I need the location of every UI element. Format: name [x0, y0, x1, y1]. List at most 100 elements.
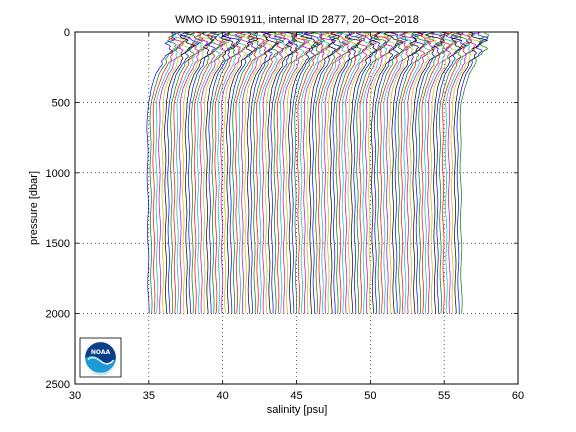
salinity-profile-line [377, 32, 407, 314]
salinity-profile-line [409, 32, 441, 314]
x-tick-label: 35 [143, 390, 155, 402]
salinity-profile-line [418, 32, 450, 314]
salinity-profile-line [285, 32, 316, 314]
salinity-profile-line [199, 32, 232, 314]
y-tick-label: 1500 [46, 238, 70, 250]
salinity-profile-line [161, 32, 193, 314]
salinity-profile-line [246, 32, 279, 314]
salinity-profile-line [365, 32, 397, 314]
salinity-profile-line [258, 32, 289, 314]
x-tick-label: 50 [364, 390, 376, 402]
y-tick-label: 2500 [46, 379, 70, 391]
salinity-profile-line [444, 32, 476, 314]
axis-ticks: 30 35 40 45 50 55 60 0 500 1000 1500 2000 2500 [46, 27, 525, 402]
salinity-profile-line [329, 32, 361, 314]
salinity-profile-line [255, 32, 285, 314]
salinity-profile-line [394, 32, 428, 314]
salinity-profile-line [459, 32, 490, 314]
x-tick-label: 40 [217, 390, 229, 402]
salinity-profile-line [205, 32, 236, 314]
salinity-profile-line [344, 32, 377, 314]
salinity-profile-line [196, 32, 230, 314]
salinity-profile-line [146, 32, 177, 314]
salinity-profile-line [241, 32, 273, 314]
salinity-profile-line [453, 32, 489, 314]
salinity-profile-line [173, 32, 204, 314]
salinity-profile-line [291, 32, 323, 314]
salinity-profile-line [338, 32, 370, 314]
salinity-profile-line [190, 32, 223, 314]
salinity-profile-line [170, 32, 203, 314]
salinity-profile-line [167, 32, 200, 314]
salinity-profile-line [249, 32, 283, 314]
salinity-profile-line [441, 32, 473, 314]
salinity-profile-line [341, 32, 374, 314]
salinity-profile-line [397, 32, 430, 314]
salinity-profile-line [350, 32, 381, 314]
salinity-profile-line [353, 32, 383, 314]
salinity-profile-line [308, 32, 340, 314]
salinity-profile-line [326, 32, 357, 314]
salinity-profile-line [267, 32, 298, 314]
salinity-profile-line [412, 32, 443, 314]
salinity-profile-line [184, 32, 217, 314]
salinity-profile-line [373, 32, 409, 314]
salinity-profile-line [403, 32, 435, 314]
salinity-profile-line [211, 32, 243, 314]
salinity-profile-line [279, 32, 314, 314]
salinity-profile-line [439, 32, 470, 314]
profile-series [146, 32, 490, 314]
salinity-profile-line [217, 32, 250, 314]
salinity-profile-line [288, 32, 321, 314]
salinity-profile-line [226, 32, 260, 314]
salinity-profile-line [320, 32, 354, 314]
salinity-profile-line [429, 32, 462, 314]
salinity-profile-line [359, 32, 391, 314]
salinity-profile-line [270, 32, 304, 314]
salinity-profile-line [370, 32, 404, 314]
salinity-profile-line [421, 32, 455, 314]
salinity-profile-line [436, 32, 468, 314]
x-tick-label: 30 [69, 390, 81, 402]
salinity-profile-line [164, 32, 196, 314]
salinity-profile-line [303, 32, 336, 314]
salinity-profile-line [432, 32, 462, 314]
salinity-profile-line [335, 32, 367, 314]
salinity-profile-line [447, 32, 482, 314]
salinity-profile-line [253, 32, 287, 314]
salinity-profile-line [202, 32, 234, 314]
salinity-profile-line [311, 32, 342, 314]
salinity-profile-line [367, 32, 400, 314]
salinity-profile-line [235, 32, 266, 314]
salinity-profile-line [179, 32, 209, 314]
salinity-profile-line [229, 32, 259, 314]
y-tick-label: 500 [52, 97, 70, 109]
salinity-profile-line [450, 32, 482, 314]
grid-lines [75, 32, 518, 384]
salinity-profile-line [305, 32, 340, 314]
salinity-profile-line [400, 32, 436, 314]
salinity-profile-line [223, 32, 257, 314]
svg-text:NOAA: NOAA [91, 349, 111, 356]
salinity-profile-line [158, 32, 191, 314]
salinity-profile-line [379, 32, 409, 314]
salinity-profile-line [261, 32, 294, 314]
salinity-profile-line [193, 32, 227, 314]
salinity-profile-line [273, 32, 305, 314]
salinity-profile-line [300, 32, 330, 314]
salinity-profile-line [155, 32, 189, 314]
salinity-profile-line [388, 32, 419, 314]
salinity-profile-line [315, 32, 347, 314]
salinity-profile-line [208, 32, 240, 314]
y-axis-label: pressure [dbar] [28, 171, 40, 245]
y-tick-label: 2000 [46, 309, 70, 321]
salinity-profile-line [276, 32, 310, 314]
x-tick-label: 45 [290, 390, 302, 402]
salinity-profile-line [406, 32, 436, 314]
salinity-profile-line [347, 32, 381, 314]
salinity-profile-line [294, 32, 326, 314]
salinity-profile-line [149, 32, 183, 314]
salinity-profile-line [297, 32, 330, 314]
salinity-profile-line [382, 32, 414, 314]
